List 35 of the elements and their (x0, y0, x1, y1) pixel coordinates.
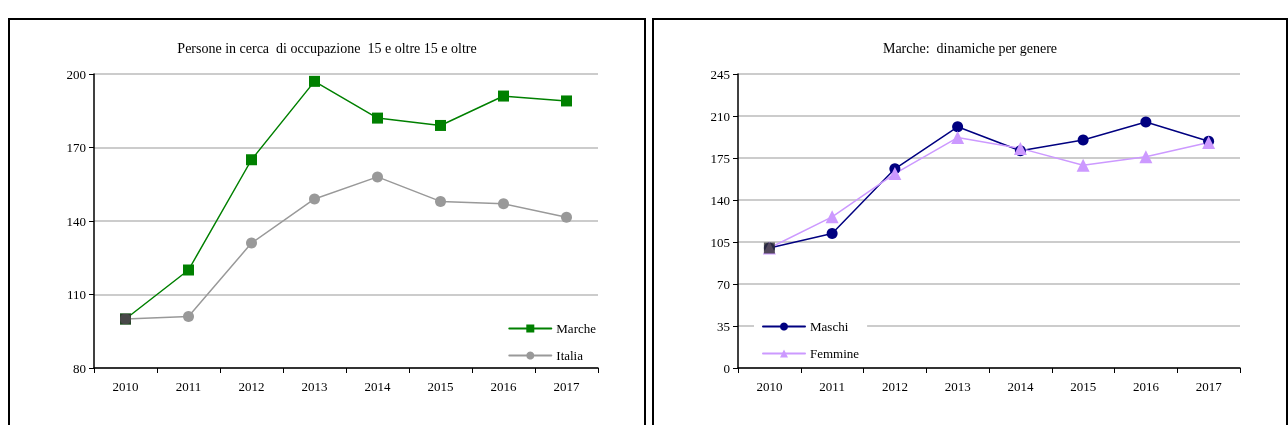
y-tick-label: 140 (66, 213, 86, 229)
chart-title: Persone in cerca di occupazione 15 e oltre 15 e oltre (177, 40, 477, 56)
legend-label: Maschi (810, 319, 849, 334)
y-tick-label: 105 (710, 234, 730, 250)
x-tick-label: 2013 (301, 379, 328, 394)
x-tick-label: 2017 (1195, 379, 1223, 394)
x-tick-label: 2015 (1070, 379, 1097, 394)
y-tick-label: 210 (710, 108, 730, 124)
y-tick-label: 245 (710, 66, 730, 82)
x-tick-label: 2014 (364, 379, 391, 394)
x-tick-label: 2010 (756, 379, 783, 394)
legend-label: Marche (556, 321, 597, 336)
y-tick-label: 200 (66, 66, 86, 82)
y-tick-label: 110 (66, 287, 86, 302)
x-tick-label: 2013 (944, 379, 971, 394)
y-tick-label: 80 (73, 360, 86, 376)
x-tick-label: 2015 (427, 379, 454, 394)
y-tick-label: 175 (710, 150, 730, 166)
y-tick-label: 140 (710, 192, 730, 208)
y-tick-label: 0 (723, 360, 730, 376)
y-tick-label: 170 (66, 140, 86, 155)
x-tick-label: 2011 (175, 379, 202, 394)
x-tick-label: 2014 (1007, 379, 1034, 394)
x-tick-label: 2012 (881, 379, 908, 394)
x-tick-label: 2017 (553, 379, 580, 394)
y-tick-label: 35 (717, 318, 730, 334)
chart-title: Marche: dinamiche per genere (882, 40, 1058, 56)
x-tick-label: 2016 (490, 379, 517, 394)
x-tick-label: 2011 (819, 379, 845, 394)
legend-label: Femmine (810, 346, 860, 361)
x-tick-label: 2012 (238, 379, 265, 394)
x-tick-label: 2016 (1132, 379, 1160, 394)
legend-label: Italia (556, 348, 584, 363)
y-tick-label: 70 (717, 276, 730, 292)
x-tick-label: 2010 (112, 379, 139, 394)
